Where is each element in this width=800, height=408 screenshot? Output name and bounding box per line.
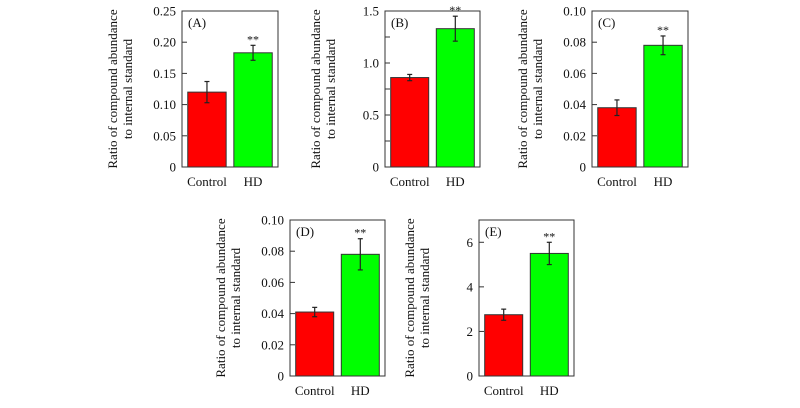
significance-label: ** — [247, 32, 259, 46]
axes-frame — [289, 219, 386, 377]
y-tick-label: 0.5 — [363, 108, 379, 123]
y-tick-label: 1.0 — [363, 56, 379, 71]
bar-control — [295, 311, 335, 377]
y-tick-label: 0.08 — [563, 35, 586, 50]
y-axis-label-line-2: to internal standard — [323, 38, 338, 139]
y-axis-label-line-1: Ratio of compound abundance — [308, 9, 323, 168]
y-tick-label: 0.15 — [153, 66, 176, 81]
bar-hd — [643, 44, 683, 168]
y-tick-label: 0.06 — [261, 275, 284, 290]
bar-hd — [435, 28, 475, 168]
significance-label: ** — [354, 226, 366, 240]
y-tick-label: 0 — [467, 369, 474, 384]
y-tick-label: 1.5 — [363, 4, 379, 19]
y-tick-label: 0.02 — [261, 337, 284, 352]
significance-label: ** — [657, 23, 669, 37]
y-tick-label: 0.06 — [563, 66, 586, 81]
y-axis-label-line-2: to internal standard — [228, 247, 243, 348]
y-tick-label: 0.02 — [563, 128, 586, 143]
x-tick-label: HD — [654, 174, 673, 189]
x-tick-label: Control — [390, 174, 430, 189]
y-tick-label: 0 — [373, 160, 380, 175]
significance-label: ** — [543, 229, 555, 243]
chart-panel-b: Control ** HD 0 0.5 1.0 1.5 (B) Ratio of compoun… — [308, 3, 481, 189]
bar-hd — [233, 52, 273, 168]
x-tick-label: Control — [187, 174, 227, 189]
chart-panel-d: Control ** HD 0 0.02 0.04 0.06 0.08 0.10 (D) Ratio… — [213, 213, 386, 398]
axes-frame — [181, 10, 279, 168]
y-tick-label: 6 — [467, 235, 474, 250]
x-tick-label: HD — [446, 174, 465, 189]
x-tick-label: HD — [244, 174, 263, 189]
y-tick-label: 0 — [278, 369, 285, 384]
axes-frame — [591, 10, 689, 168]
chart-panel-a: Control ** HD 0 0.05 0.10 0.15 0.20 0.25 (A) Ratio… — [105, 4, 279, 189]
bar-control — [187, 91, 227, 168]
panel-label: (D) — [296, 224, 314, 239]
x-tick-label: HD — [351, 383, 370, 398]
x-tick-label: Control — [484, 383, 524, 398]
bar-control — [597, 107, 637, 168]
bar-control — [484, 314, 524, 377]
y-tick-label: 2 — [467, 324, 474, 339]
y-tick-label: 0.10 — [261, 213, 284, 228]
y-tick-label: 0 — [170, 160, 177, 175]
panel-label: (C) — [598, 15, 615, 30]
y-axis-label-line-1: Ratio of compound abundance — [515, 9, 530, 168]
y-tick-label: 0.20 — [153, 35, 176, 50]
bar-hd — [529, 252, 569, 377]
bar-control — [390, 77, 430, 168]
panel-label: (E) — [485, 224, 502, 239]
y-axis-label-line-1: Ratio of compound abundance — [402, 218, 417, 377]
axes-frame — [478, 219, 575, 377]
y-axis-label-line-1: Ratio of compound abundance — [213, 218, 228, 377]
y-axis-label-line-1: Ratio of compound abundance — [105, 9, 120, 168]
bar-hd — [340, 253, 380, 377]
significance-label: ** — [449, 3, 461, 17]
x-tick-label: HD — [540, 383, 559, 398]
chart-panel-e: Control ** HD 0 2 4 6 (E) Ratio of compound abun… — [402, 218, 575, 398]
x-tick-label: Control — [295, 383, 335, 398]
y-tick-label: 0.25 — [153, 4, 176, 19]
y-axis-label-line-2: to internal standard — [530, 38, 545, 139]
x-tick-label: Control — [597, 174, 637, 189]
y-tick-label: 0.04 — [563, 97, 586, 112]
y-axis-label-line-2: to internal standard — [120, 38, 135, 139]
y-tick-label: 0.05 — [153, 128, 176, 143]
y-tick-label: 0.08 — [261, 244, 284, 259]
chart-panel-c: Control ** HD 0 0.02 0.04 0.06 0.08 0.10 (C) Ratio… — [515, 4, 689, 189]
y-tick-label: 0.10 — [153, 97, 176, 112]
y-tick-label: 0.04 — [261, 306, 284, 321]
y-tick-label: 0.10 — [563, 4, 586, 19]
y-tick-label: 0 — [580, 160, 587, 175]
panel-label: (B) — [391, 15, 408, 30]
y-axis-label-line-2: to internal standard — [417, 247, 432, 348]
y-tick-label: 4 — [467, 279, 474, 294]
panel-label: (A) — [188, 15, 206, 30]
